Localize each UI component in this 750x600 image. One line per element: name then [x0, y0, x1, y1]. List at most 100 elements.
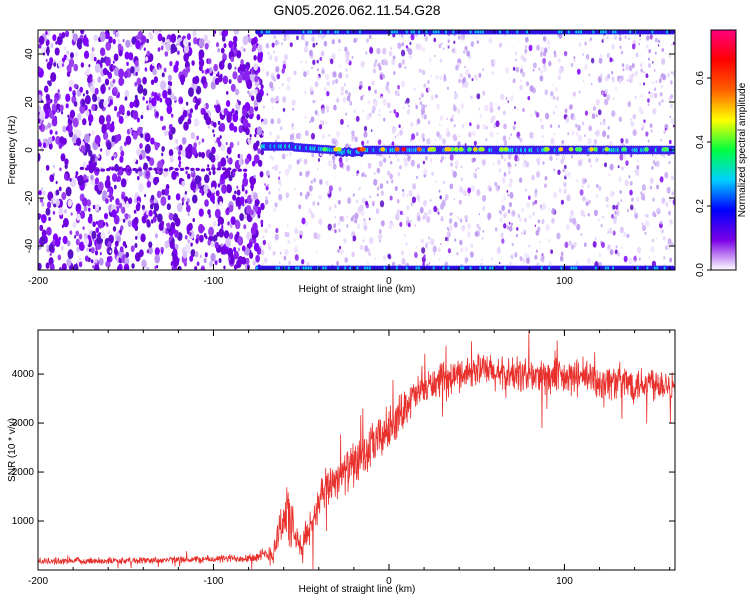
- heatmap-speckle: [424, 36, 428, 42]
- heatmap-noise-blob: [92, 93, 97, 101]
- heatmap-noise-blob: [233, 30, 240, 35]
- heatmap-speckle: [378, 160, 383, 167]
- heatmap-noise-blob: [233, 250, 239, 260]
- heatmap-speckle: [305, 170, 310, 178]
- heatmap-noise-blob: [176, 145, 180, 151]
- heatmap-speckle: [526, 202, 530, 209]
- heatmap-noise-blob: [55, 103, 62, 114]
- signal-hotspot: [467, 147, 473, 152]
- heatmap-speckle: [629, 78, 632, 84]
- heatmap-noise-blob: [49, 57, 54, 64]
- heatmap-speckle: [350, 216, 354, 222]
- heatmap-noise-blob: [151, 91, 155, 97]
- heatmap-noise-blob: [181, 197, 185, 203]
- heatmap-noise-blob: [152, 68, 157, 76]
- heatmap-speckle: [425, 104, 427, 108]
- heatmap-speckle: [533, 62, 537, 69]
- heatmap-noise-blob: [188, 42, 191, 47]
- heatmap-speckle: [278, 86, 281, 90]
- heatmap-speckle: [435, 94, 438, 99]
- heatmap-speckle: [648, 57, 650, 61]
- heatmap-speckle: [396, 198, 400, 204]
- heatmap-speckle: [351, 130, 355, 136]
- heatmap-speckle: [293, 70, 297, 76]
- heatmap-speckle: [315, 42, 318, 46]
- heatmap-speckle: [516, 227, 519, 231]
- heatmap-speckle: [538, 240, 541, 244]
- heatmap-noise-blob: [257, 44, 263, 53]
- heatmap-speckle: [540, 124, 544, 130]
- heatmap-noise-blob: [164, 240, 170, 249]
- heatmap-speckle: [519, 84, 523, 91]
- heatmap-noise-blob: [237, 236, 244, 246]
- heatmap-speckle: [415, 104, 419, 110]
- heatmap-speckle: [524, 188, 527, 192]
- heatmap-speckle: [378, 229, 382, 234]
- heatmap-noise-blob: [236, 231, 240, 237]
- heatmap-speckle: [560, 159, 564, 165]
- heatmap-noise-blob: [49, 252, 52, 256]
- heatmap-noise-blob: [195, 85, 202, 95]
- heatmap-speckle: [670, 118, 675, 125]
- heatmap-noise-blob: [113, 184, 117, 190]
- heatmap-speckle: [645, 131, 649, 137]
- heatmap-noise-blob: [86, 175, 89, 180]
- heatmap-noise-blob: [181, 149, 186, 157]
- heatmap-speckle: [408, 55, 410, 58]
- heatmap-noise-blob: [97, 154, 100, 159]
- heatmap-speckle: [511, 242, 514, 247]
- heatmap-noise-blob: [99, 252, 102, 256]
- heatmap-speckle: [659, 92, 663, 97]
- heatmap-speckle: [365, 51, 368, 55]
- heatmap-speckle: [380, 95, 383, 99]
- heatmap-noise-blob: [237, 153, 241, 159]
- heatmap-speckle: [542, 35, 547, 42]
- heatmap-speckle: [410, 122, 414, 128]
- heatmap-speckle: [616, 251, 620, 257]
- heatmap-speckle: [376, 47, 381, 55]
- heatmap-noise-blob: [113, 53, 119, 62]
- heatmap-speckle: [627, 101, 632, 108]
- heatmap-speckle: [602, 34, 605, 38]
- heatmap-weak-line-segment: [190, 167, 195, 171]
- heatmap-speckle: [635, 52, 639, 58]
- heatmap-speckle: [577, 124, 581, 132]
- heatmap-speckle: [658, 78, 662, 84]
- heatmap-noise-blob: [68, 86, 72, 92]
- heatmap-noise-blob: [196, 261, 200, 267]
- heatmap-noise-blob: [247, 139, 252, 145]
- heatmap-speckle: [478, 212, 481, 216]
- heatmap-speckle: [317, 201, 320, 206]
- heatmap-speckle: [409, 219, 412, 223]
- heatmap-weak-line-segment: [127, 168, 132, 172]
- heatmap-noise-blob: [203, 104, 206, 109]
- heatmap-speckle: [557, 169, 561, 176]
- heatmap-speckle: [595, 98, 600, 106]
- heatmap-noise-blob: [86, 178, 89, 183]
- heatmap-noise-blob: [118, 77, 124, 86]
- heatmap-noise-blob: [85, 143, 91, 153]
- heatmap-speckle: [272, 166, 275, 170]
- heatmap-speckle: [333, 104, 337, 111]
- heatmap-noise-blob: [158, 30, 162, 33]
- heatmap-speckle: [419, 206, 424, 214]
- heatmap-noise-blob: [106, 191, 110, 196]
- heatmap-noise-blob: [168, 133, 173, 141]
- heatmap-speckle: [619, 190, 622, 194]
- heatmap-speckle: [544, 89, 549, 96]
- heatmap-speckle: [299, 225, 302, 228]
- heatmap-noise-blob: [133, 158, 137, 162]
- heatmap-noise-blob: [243, 69, 250, 80]
- heatmap-noise-blob: [104, 179, 111, 189]
- heatmap-noise-blob: [112, 60, 115, 64]
- heatmap-speckle: [374, 89, 377, 95]
- heatmap-noise-blob: [146, 38, 150, 44]
- heatmap-noise-blob: [245, 257, 250, 265]
- heatmap-noise-blob: [141, 215, 147, 224]
- heatmap-speckle: [327, 190, 330, 195]
- heatmap-speckle: [287, 76, 291, 83]
- heatmap-noise-blob: [90, 246, 95, 254]
- heatmap-speckle: [432, 245, 437, 253]
- heatmap-weak-line-segment: [111, 167, 116, 171]
- heatmap-speckle: [382, 47, 387, 55]
